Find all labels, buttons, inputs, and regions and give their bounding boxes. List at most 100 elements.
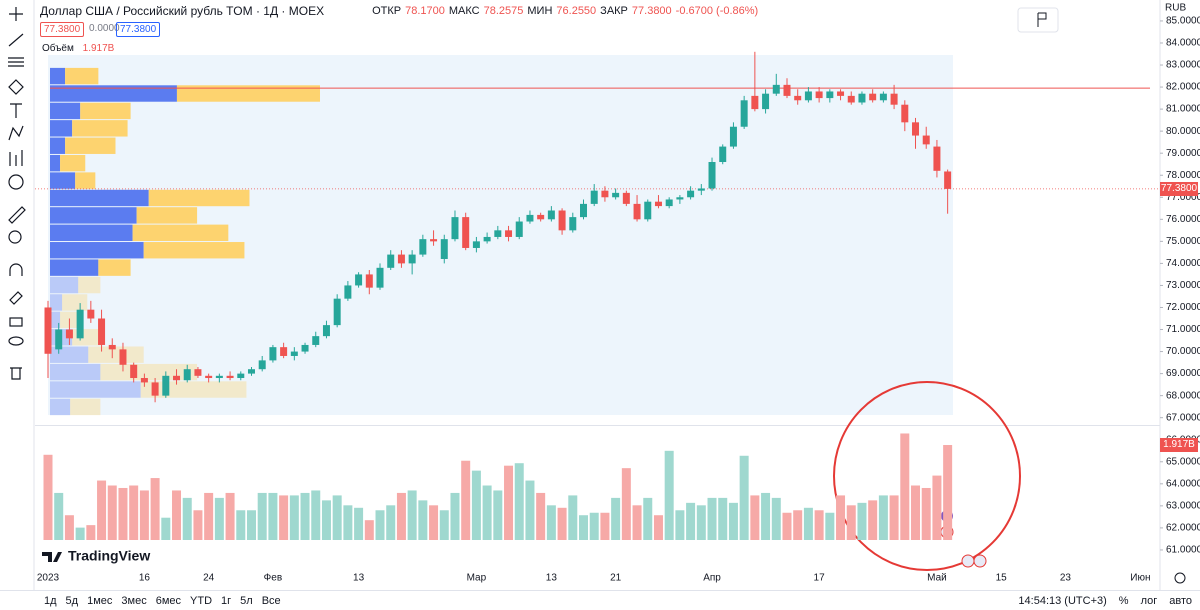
crosshair-icon[interactable]	[9, 7, 23, 21]
trendline-icon[interactable]	[8, 33, 24, 47]
range-button[interactable]: 6мес	[155, 595, 182, 607]
spread: 0.0000	[89, 23, 120, 34]
magnet-icon[interactable]	[9, 263, 23, 276]
profile-down	[80, 102, 131, 120]
scale-button[interactable]: лог	[1140, 595, 1158, 607]
volume-bar	[782, 512, 792, 540]
candle-body	[483, 236, 491, 242]
volume-bar	[493, 490, 503, 540]
candle-body	[654, 201, 662, 207]
volume-bar	[803, 507, 813, 540]
range-button[interactable]: 1д	[44, 595, 57, 607]
text-icon[interactable]	[10, 103, 22, 118]
draw-mode-icon[interactable]	[9, 291, 23, 305]
profile-up	[50, 154, 61, 172]
left-toolbar	[0, 0, 34, 590]
candle-body	[537, 214, 545, 220]
candle-body	[440, 239, 448, 259]
lock-icon[interactable]	[9, 317, 23, 327]
x-tick-label: Июн	[1130, 573, 1150, 584]
range-button[interactable]: 1г	[221, 595, 232, 607]
prediction-icon[interactable]	[8, 125, 24, 141]
candle-body	[98, 318, 106, 345]
symbol[interactable]: Доллар США / Российский рубль TOM · 1Д ·…	[40, 4, 325, 18]
candle-body	[505, 230, 513, 237]
range-button[interactable]: YTD	[190, 595, 213, 607]
candle-body	[162, 375, 170, 396]
volume-bar	[750, 495, 760, 540]
candle-body	[430, 239, 438, 242]
candle-body	[108, 344, 116, 350]
candle-body	[237, 373, 245, 379]
range-button[interactable]: 3мес	[121, 595, 147, 607]
y-tick-label: 70.0000	[1166, 346, 1200, 357]
settings-icon[interactable]	[1174, 572, 1186, 584]
candle-body	[333, 298, 341, 326]
pattern-icon[interactable]	[8, 79, 24, 95]
x-tick-label: 16	[139, 573, 151, 584]
volume-bar	[182, 497, 192, 540]
y-tick-label: 77.0000	[1166, 192, 1200, 203]
range-button[interactable]: 5д	[65, 595, 79, 607]
volume-bar	[761, 492, 771, 540]
y-tick-label: 69.0000	[1166, 368, 1200, 379]
ruler-icon[interactable]	[8, 206, 26, 224]
profile-up	[50, 311, 61, 329]
volume-bar	[129, 485, 139, 540]
range-button[interactable]: Все	[261, 595, 281, 607]
volume-bar	[675, 510, 685, 540]
range-button[interactable]: 5л	[240, 595, 253, 607]
volume-bar	[707, 497, 717, 540]
volume-bar	[343, 505, 353, 540]
y-tick-label: 62.0000	[1166, 523, 1200, 534]
layout-toolbar[interactable]	[1017, 7, 1059, 33]
volume-legend: Объём 1.917B	[42, 43, 114, 54]
logo-text: TradingView	[68, 548, 150, 564]
volume-bar	[396, 492, 406, 540]
ask-button[interactable]: 77.3800	[116, 22, 161, 37]
y-tick-label: 79.0000	[1166, 148, 1200, 159]
y-tick-label: 74.0000	[1166, 258, 1200, 269]
zoom-icon[interactable]	[8, 230, 22, 244]
scale-button[interactable]: %	[1118, 595, 1129, 607]
volume-bar	[611, 497, 621, 540]
profile-down	[148, 189, 250, 207]
emoji-icon[interactable]	[8, 174, 24, 190]
candle-body	[173, 375, 181, 381]
candle-body	[612, 192, 620, 198]
fib-icon[interactable]	[8, 57, 24, 67]
profile-up	[50, 67, 66, 85]
volume-bar	[193, 510, 203, 540]
trash-icon[interactable]	[10, 367, 22, 380]
candle-body	[526, 214, 534, 222]
scale-buttons: % лог авто	[1119, 595, 1192, 607]
y-tick-label: 84.0000	[1166, 38, 1200, 49]
eye-icon[interactable]	[8, 336, 24, 346]
flag-icon[interactable]	[1037, 12, 1047, 27]
volume-bar	[482, 485, 492, 540]
volume-bar	[696, 505, 706, 540]
forecast-icon[interactable]	[9, 150, 23, 166]
volume-bar	[450, 492, 460, 540]
volume-bar	[268, 492, 278, 540]
scale-button[interactable]: авто	[1169, 595, 1192, 607]
candle-body	[376, 267, 384, 288]
candle-body	[55, 329, 63, 350]
candle-body	[847, 95, 855, 103]
annotation-circle	[833, 381, 1021, 571]
candle-body	[365, 274, 373, 288]
range-button[interactable]: 1мес	[87, 595, 113, 607]
y-tick-label: 63.0000	[1166, 500, 1200, 511]
candle-body	[290, 351, 298, 356]
bid-button[interactable]: 77.3800	[40, 22, 85, 37]
volume-bar	[161, 517, 171, 540]
volume-bar	[354, 507, 364, 540]
volume-bar	[407, 490, 417, 540]
candle-body	[205, 375, 213, 379]
toolbar-icons[interactable]	[8, 7, 26, 380]
close-value: 77.3800	[631, 5, 672, 17]
profile-up	[50, 120, 73, 137]
volume-bar	[868, 500, 878, 540]
symbol-header: Доллар США / Российский рубль TOM · 1Д ·…	[40, 4, 758, 18]
candle-body	[65, 329, 73, 339]
